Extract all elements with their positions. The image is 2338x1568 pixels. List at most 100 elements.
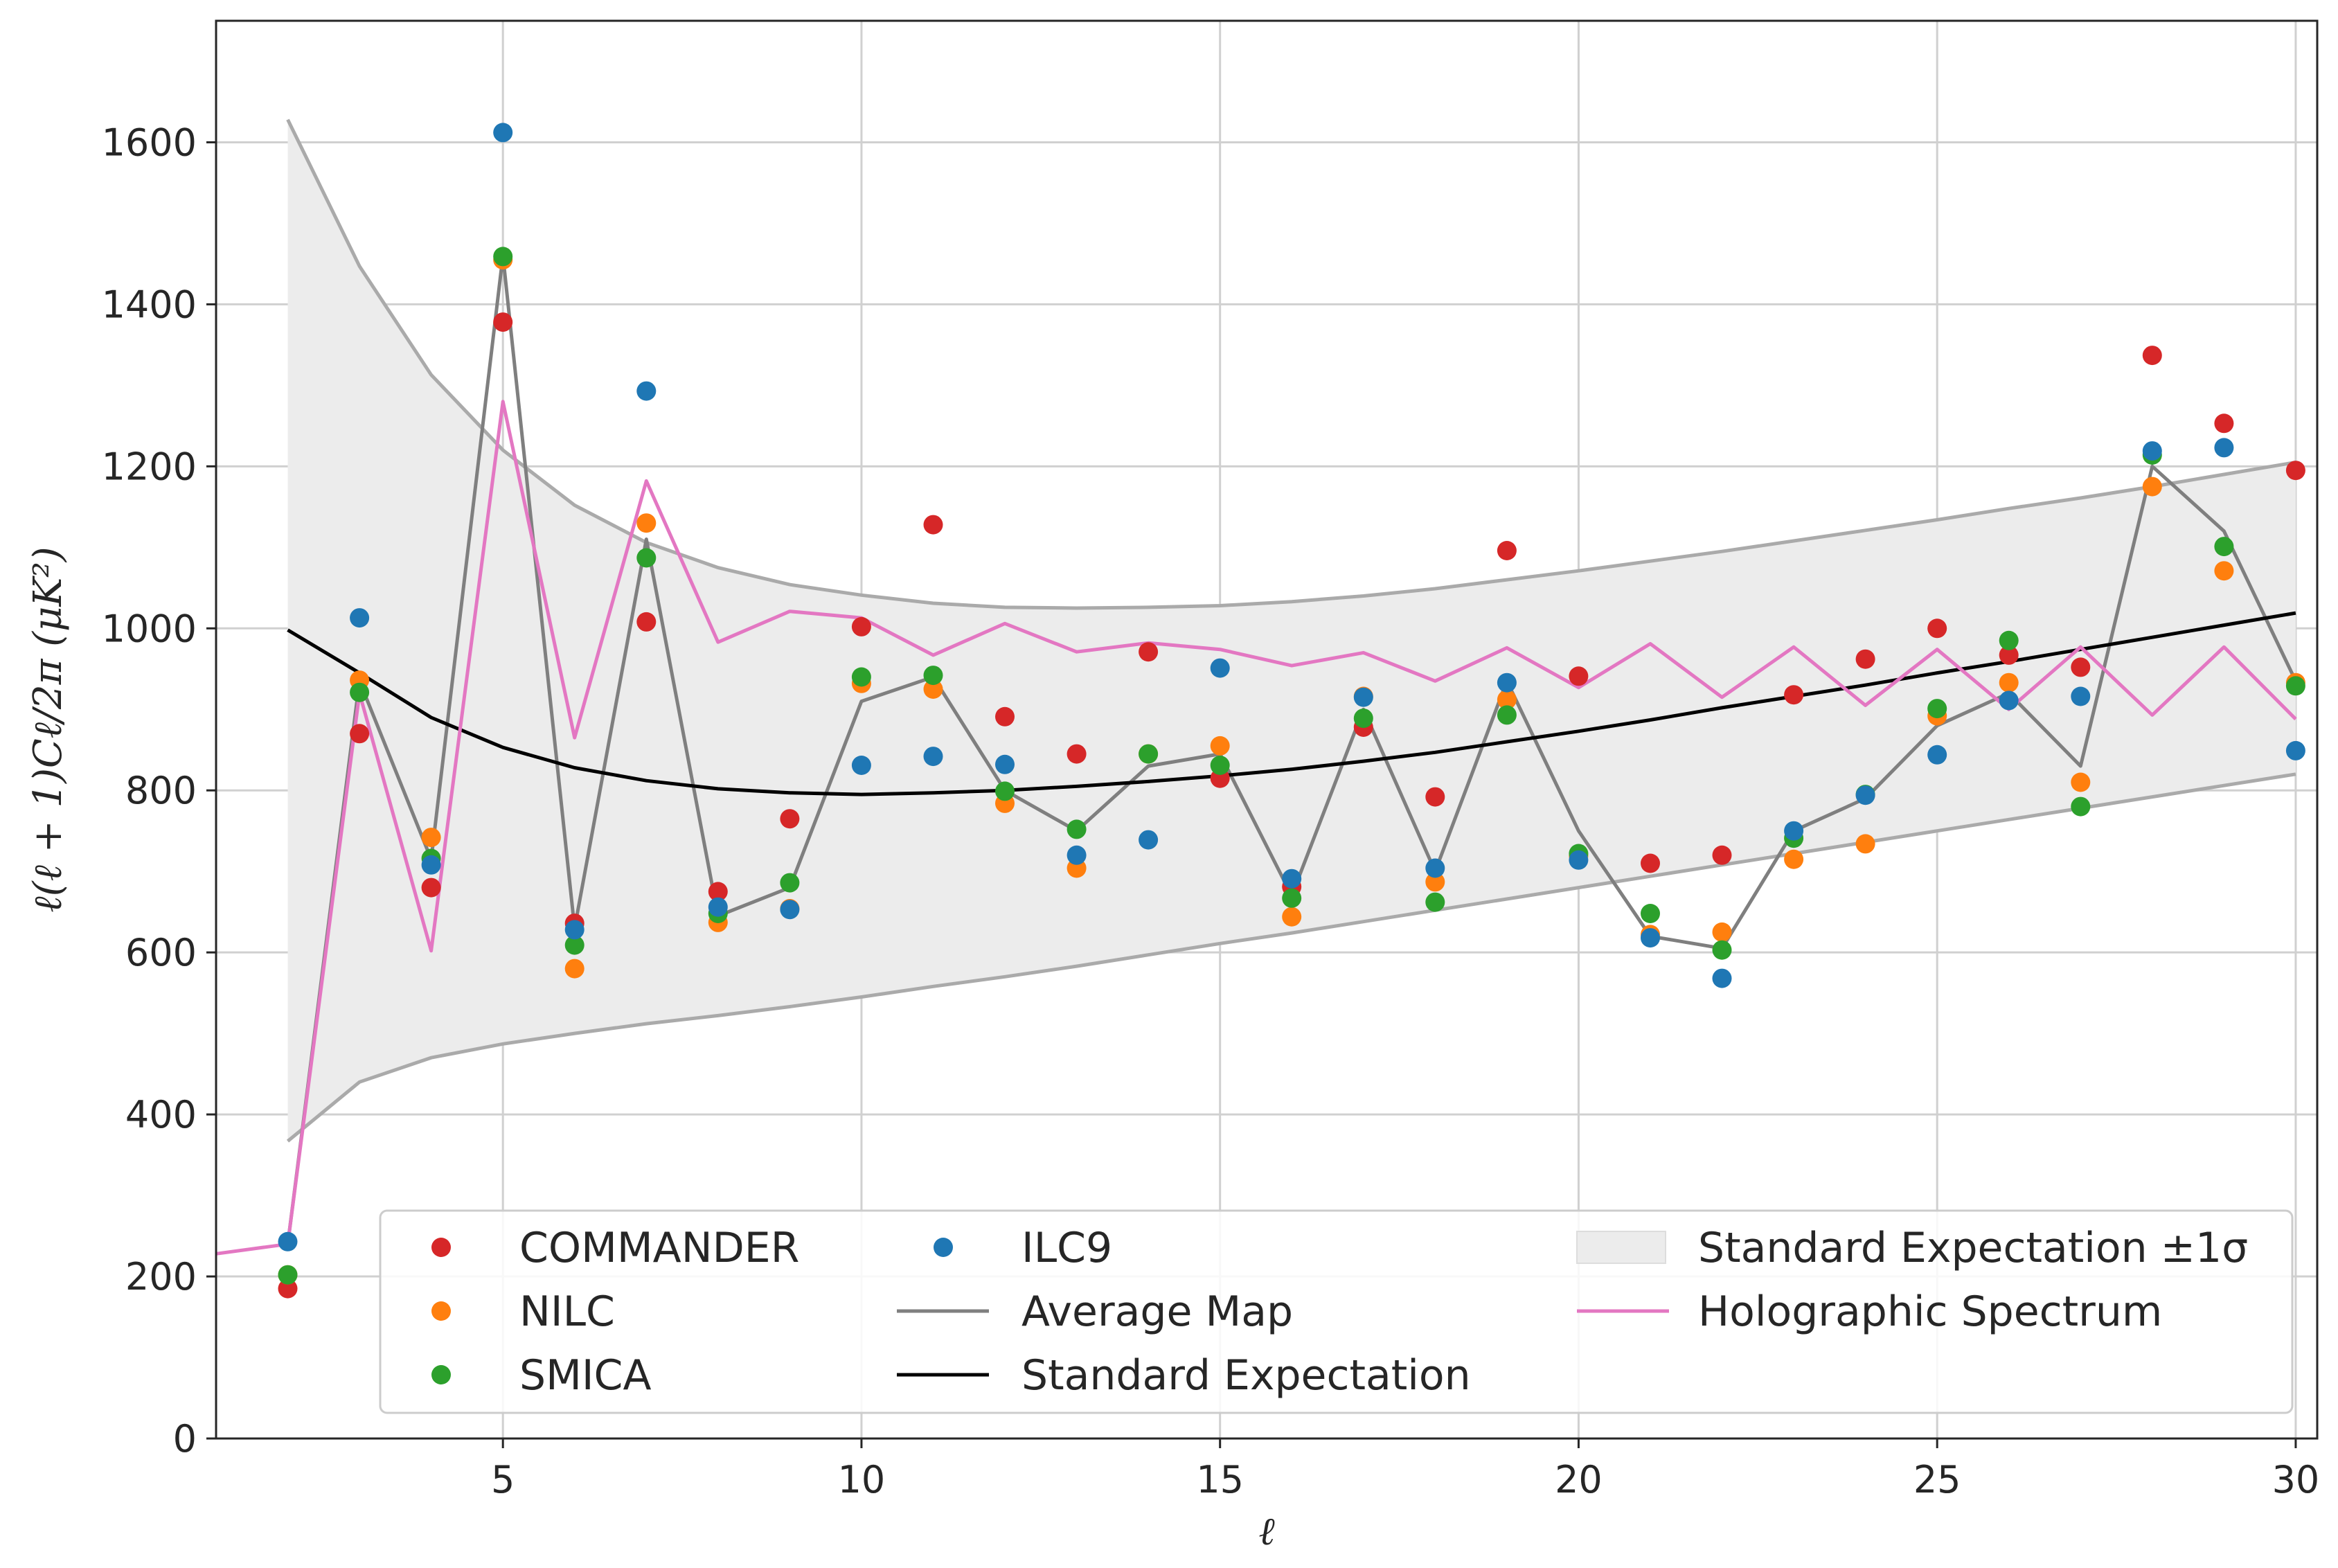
point-commander: [636, 612, 657, 632]
point-commander: [708, 882, 728, 902]
point-commander: [1999, 645, 2019, 665]
x-tick-label: 30: [2272, 1458, 2320, 1502]
point-commander: [1425, 787, 1445, 807]
point-ilc9: [278, 1231, 298, 1251]
point-commander: [2071, 657, 2091, 677]
point-nilc: [1784, 849, 1804, 869]
point-smica: [1353, 709, 1373, 729]
point-nilc: [1497, 690, 1517, 710]
point-commander: [2142, 346, 2162, 366]
legend-marker-ilc9: [934, 1238, 953, 1257]
band-lower-edge: [286, 772, 2296, 1143]
line-holographic-spectrum: [215, 400, 2297, 1256]
point-ilc9: [2142, 441, 2162, 461]
point-nilc: [564, 959, 584, 979]
y-tick-label: 400: [125, 1093, 197, 1137]
point-ilc9: [2214, 438, 2234, 458]
point-smica: [2071, 796, 2091, 817]
point-nilc: [1282, 907, 1302, 927]
point-commander: [493, 312, 513, 332]
point-commander: [780, 809, 800, 829]
point-nilc: [2142, 476, 2162, 497]
point-commander: [1139, 642, 1159, 662]
point-smica: [2285, 676, 2305, 696]
point-commander: [1497, 541, 1517, 560]
point-commander: [1067, 744, 1087, 764]
x-tick-label: 15: [1196, 1458, 1244, 1502]
point-ilc9: [1999, 691, 2019, 711]
legend-label-average-map: Average Map: [1021, 1288, 1293, 1336]
point-smica: [2214, 537, 2234, 557]
point-smica: [923, 666, 943, 686]
y-tick-label: 600: [125, 931, 197, 974]
point-smica: [780, 873, 800, 893]
plot-frame: [215, 19, 2319, 1440]
point-commander: [350, 724, 370, 744]
point-smica: [1641, 904, 1660, 923]
point-ilc9: [1927, 745, 1947, 765]
point-ilc9: [1353, 687, 1373, 707]
point-commander: [2214, 413, 2234, 434]
point-nilc: [923, 679, 943, 699]
point-smica: [636, 548, 657, 568]
legend-label-smica: SMICA: [519, 1351, 652, 1400]
point-smica: [1210, 756, 1230, 775]
point-smica: [1425, 892, 1445, 912]
point-commander: [851, 616, 871, 636]
x-tick-label: 5: [491, 1458, 515, 1502]
point-nilc: [1855, 834, 1875, 854]
point-commander: [278, 1279, 298, 1299]
point-nilc: [2214, 561, 2234, 581]
y-tick-label: 0: [173, 1417, 197, 1461]
y-tick-label: 1200: [102, 445, 197, 488]
y-tick-label: 1600: [102, 121, 197, 164]
point-nilc: [636, 513, 657, 533]
x-tick-label: 20: [1555, 1458, 1603, 1502]
legend-label-ilc9: ILC9: [1021, 1224, 1112, 1272]
point-ilc9: [995, 754, 1015, 774]
point-smica: [493, 247, 513, 267]
point-smica: [1712, 940, 1732, 960]
point-smica: [995, 781, 1015, 801]
point-commander: [1569, 666, 1589, 686]
point-ilc9: [923, 747, 943, 767]
x-tick-label: 25: [1913, 1458, 1961, 1502]
point-smica: [1139, 744, 1159, 764]
point-smica: [278, 1265, 298, 1285]
y-tick-label: 1400: [102, 283, 197, 326]
point-ilc9: [636, 381, 657, 401]
point-ilc9: [780, 900, 800, 920]
legend-label-commander: COMMANDER: [519, 1224, 799, 1272]
point-commander: [995, 706, 1015, 727]
point-nilc: [2071, 772, 2091, 792]
point-commander: [1927, 618, 1947, 639]
point-ilc9: [1067, 845, 1087, 865]
point-commander: [1641, 853, 1660, 873]
legend-marker-smica: [431, 1365, 451, 1384]
legend-label-holographic-spectrum: Holographic Spectrum: [1698, 1288, 2162, 1336]
point-commander: [1712, 845, 1732, 865]
y-tick-label: 800: [125, 769, 197, 812]
point-ilc9: [851, 756, 871, 775]
ticks-layer: 5 10 15 20 25 30 0 200 400 600 800 1000 1200 1400 1600: [102, 121, 2320, 1502]
point-commander: [2285, 461, 2305, 481]
point-smica: [1067, 819, 1087, 839]
legend-marker-commander: [431, 1238, 451, 1257]
point-ilc9: [564, 920, 584, 940]
y-tick-label: 200: [125, 1255, 197, 1299]
point-smica: [851, 667, 871, 687]
point-commander: [923, 515, 943, 535]
legend-label-nilc: NILC: [519, 1288, 615, 1336]
point-nilc: [1999, 672, 2019, 693]
x-axis-label: ℓ: [1258, 1509, 1275, 1554]
point-smica: [564, 935, 584, 955]
point-ilc9: [1210, 658, 1230, 678]
point-ilc9: [493, 123, 513, 143]
point-ilc9: [421, 855, 441, 875]
point-smica: [1927, 699, 1947, 719]
point-smica: [1497, 705, 1517, 725]
point-ilc9: [1497, 672, 1517, 693]
point-commander: [421, 877, 441, 898]
point-ilc9: [1425, 858, 1445, 878]
